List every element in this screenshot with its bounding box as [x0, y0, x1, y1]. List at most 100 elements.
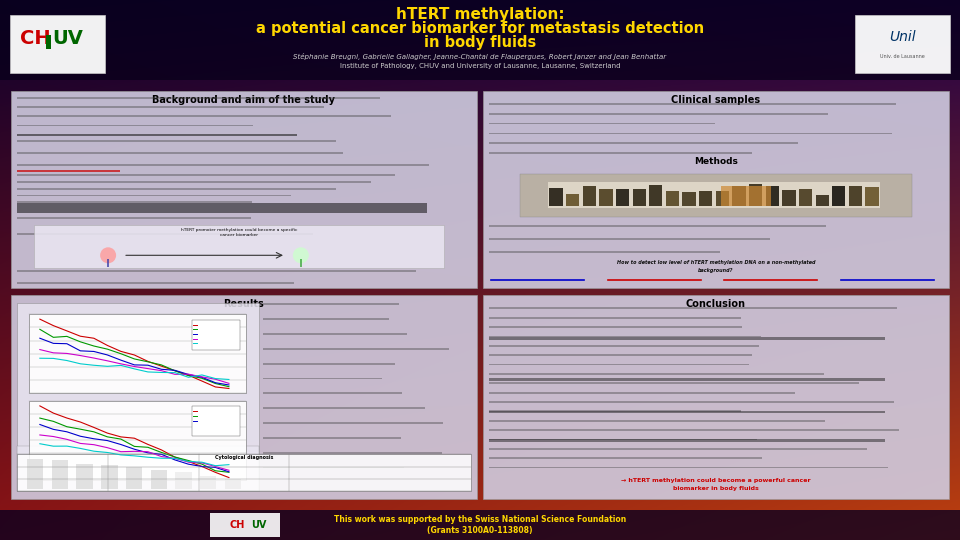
Bar: [489, 326, 742, 328]
Bar: [489, 143, 799, 144]
Text: Methods: Methods: [694, 158, 738, 166]
Text: This work was supported by the Swiss National Science Foundation: This work was supported by the Swiss Nat…: [334, 516, 626, 524]
Bar: [263, 407, 425, 409]
Circle shape: [100, 247, 116, 264]
Bar: [489, 225, 826, 227]
Bar: [782, 190, 796, 206]
Text: UV: UV: [52, 29, 83, 48]
Bar: [489, 438, 756, 440]
Bar: [27, 458, 43, 489]
Bar: [716, 191, 729, 206]
Text: Univ. de Lausanne: Univ. de Lausanne: [880, 54, 924, 59]
Bar: [17, 116, 391, 117]
Bar: [489, 307, 897, 309]
Bar: [489, 345, 759, 347]
Bar: [17, 188, 336, 190]
Bar: [300, 259, 301, 267]
Bar: [17, 106, 324, 108]
Bar: [46, 35, 51, 49]
Circle shape: [293, 247, 309, 264]
Bar: [816, 195, 828, 206]
Bar: [17, 217, 251, 219]
Text: UV: UV: [251, 520, 266, 530]
Bar: [17, 134, 297, 136]
Bar: [192, 320, 240, 350]
Bar: [483, 295, 949, 499]
Text: cancer biomarker: cancer biomarker: [221, 233, 258, 237]
Bar: [520, 174, 912, 217]
Bar: [489, 317, 741, 319]
Bar: [489, 113, 828, 114]
Bar: [0, 510, 960, 540]
Bar: [489, 429, 900, 431]
Bar: [263, 377, 382, 380]
Bar: [865, 186, 878, 206]
Bar: [699, 191, 712, 206]
Bar: [263, 303, 399, 305]
Bar: [225, 479, 241, 489]
Bar: [489, 467, 888, 468]
Bar: [35, 225, 444, 268]
Text: hTERT promoter methylation could become a specific: hTERT promoter methylation could become …: [181, 228, 298, 232]
Bar: [749, 184, 762, 206]
Bar: [29, 314, 247, 393]
Bar: [489, 440, 885, 442]
Text: CH: CH: [20, 29, 51, 48]
Bar: [489, 238, 771, 240]
Bar: [263, 467, 404, 468]
Text: Clinical samples: Clinical samples: [671, 95, 760, 105]
Bar: [17, 282, 295, 284]
Text: background?: background?: [698, 268, 733, 273]
Bar: [489, 335, 761, 338]
Text: in body fluids: in body fluids: [424, 35, 536, 50]
Bar: [489, 401, 894, 403]
Bar: [210, 513, 280, 537]
Bar: [489, 411, 885, 413]
Bar: [11, 295, 477, 499]
Bar: [263, 333, 407, 335]
Bar: [17, 125, 252, 126]
Bar: [489, 448, 868, 450]
Text: a potential cancer biomarker for metastasis detection: a potential cancer biomarker for metasta…: [256, 21, 704, 36]
Bar: [263, 422, 443, 424]
Bar: [263, 348, 448, 350]
Bar: [616, 189, 629, 206]
Bar: [489, 373, 824, 375]
Text: biomarker in body fluids: biomarker in body fluids: [673, 487, 758, 491]
Bar: [583, 186, 596, 206]
Bar: [101, 465, 117, 489]
Bar: [108, 259, 109, 267]
Bar: [832, 186, 846, 206]
Bar: [489, 457, 761, 459]
Bar: [263, 437, 401, 438]
Bar: [683, 192, 696, 206]
Text: (Grants 3100A0-113808): (Grants 3100A0-113808): [427, 525, 533, 535]
Bar: [17, 194, 291, 197]
Bar: [77, 464, 93, 489]
Bar: [489, 420, 825, 422]
Bar: [17, 201, 252, 203]
Text: hTERT methylation:: hTERT methylation:: [396, 6, 564, 22]
Text: How to detect low level of hTERT methylation DNA on a non-methylated: How to detect low level of hTERT methyla…: [616, 260, 815, 265]
Bar: [10, 15, 105, 73]
Bar: [633, 189, 646, 206]
Bar: [17, 97, 379, 99]
Bar: [489, 152, 752, 154]
Bar: [599, 190, 612, 206]
Bar: [11, 91, 477, 288]
Bar: [766, 186, 779, 206]
Bar: [489, 392, 795, 394]
Text: Conclusion: Conclusion: [686, 299, 746, 309]
Bar: [263, 318, 389, 320]
Bar: [566, 194, 579, 206]
Bar: [799, 188, 812, 206]
Bar: [17, 454, 471, 491]
Bar: [17, 181, 371, 183]
Bar: [489, 338, 885, 340]
Bar: [489, 363, 749, 366]
Bar: [489, 410, 741, 412]
Bar: [855, 15, 950, 73]
Text: Unil: Unil: [889, 30, 916, 44]
Bar: [489, 382, 859, 384]
Bar: [263, 393, 401, 394]
